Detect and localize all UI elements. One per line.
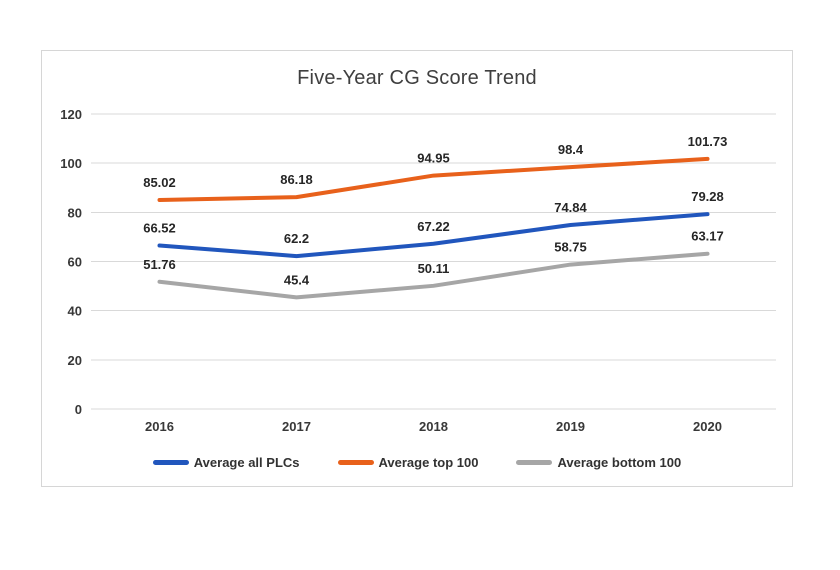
- y-tick-label: 40: [68, 304, 82, 319]
- series-line: [157, 251, 710, 300]
- chart-legend: Average all PLCs Average top 100 Average…: [42, 455, 792, 470]
- data-label: 51.76: [143, 257, 176, 272]
- data-label: 79.28: [691, 189, 724, 204]
- data-label: 45.4: [284, 272, 310, 287]
- data-label: 94.95: [417, 151, 450, 166]
- data-label: 62.2: [284, 231, 309, 246]
- legend-item-average-top-100: Average top 100: [337, 455, 479, 470]
- x-tick-label: 2017: [282, 419, 311, 434]
- data-label: 86.18: [280, 172, 313, 187]
- legend-label: Average all PLCs: [193, 455, 300, 470]
- data-label: 50.11: [418, 261, 450, 276]
- line-chart: 0 20 40 60 80 100 120 2016 2017 2018 2019 2020 66.52…: [60, 107, 776, 434]
- legend-swatch-gray-icon: [516, 460, 553, 465]
- y-tick-label: 20: [68, 353, 82, 368]
- x-tick-label: 2016: [145, 419, 174, 434]
- y-tick-label: 80: [68, 205, 82, 220]
- legend-item-average-bottom-100: Average bottom 100: [516, 455, 681, 470]
- data-label: 63.17: [691, 229, 724, 244]
- data-label: 74.84: [554, 200, 587, 215]
- data-label: 101.73: [688, 134, 728, 149]
- y-tick-label: 120: [60, 107, 82, 122]
- legend-swatch-blue-icon: [152, 460, 189, 465]
- y-tick-label: 60: [68, 255, 82, 270]
- y-tick-label: 100: [60, 156, 82, 171]
- x-tick-label: 2020: [693, 419, 722, 434]
- data-label: 98.4: [558, 142, 584, 157]
- data-label: 58.75: [554, 240, 587, 255]
- data-label: 67.22: [417, 219, 450, 234]
- data-label: 66.52: [143, 220, 176, 235]
- legend-label: Average top 100: [378, 455, 479, 470]
- chart-title: Five-Year CG Score Trend: [297, 67, 537, 89]
- legend-swatch-orange-icon: [337, 460, 374, 465]
- chart-card: 0 20 40 60 80 100 120 2016 2017 2018 2019 2020 66.52…: [41, 50, 793, 487]
- legend-item-average-all-plcs: Average all PLCs: [152, 455, 300, 470]
- x-tick-label: 2019: [556, 419, 585, 434]
- y-tick-label: 0: [75, 402, 82, 417]
- legend-label: Average bottom 100: [557, 455, 682, 470]
- series-line: [157, 212, 710, 259]
- series-line: [157, 156, 710, 202]
- data-label: 85.02: [143, 175, 176, 190]
- x-tick-label: 2018: [419, 419, 448, 434]
